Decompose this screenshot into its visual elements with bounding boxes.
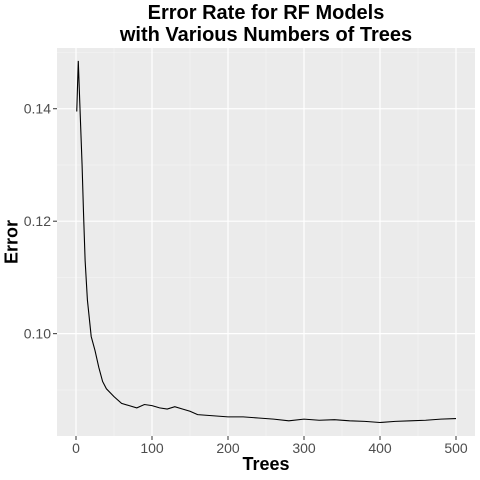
y-tick-label: 0.14	[24, 101, 51, 117]
x-tick-label: 300	[292, 440, 316, 456]
x-tick-label: 0	[72, 440, 80, 456]
y-axis: 0.10 0.12 0.14	[24, 101, 57, 342]
error-rate-line	[76, 60, 457, 424]
major-gridlines	[57, 48, 475, 436]
x-axis-label: Trees	[242, 454, 290, 474]
x-tick-label: 400	[368, 440, 392, 456]
x-tick-label: 200	[216, 440, 240, 456]
y-tick-label: 0.12	[24, 213, 51, 229]
y-tick-label: 0.10	[24, 326, 51, 342]
chart-title-line-1: Error Rate for RF Models	[147, 2, 385, 24]
x-axis: 0 100 200 300 400 500	[72, 436, 468, 456]
y-axis-label: Error	[1, 219, 22, 265]
x-tick-label: 100	[140, 440, 164, 456]
chart-title-line-2: with Various Numbers of Trees	[119, 24, 413, 46]
x-tick-label: 500	[444, 440, 468, 456]
minor-gridlines	[57, 48, 475, 436]
